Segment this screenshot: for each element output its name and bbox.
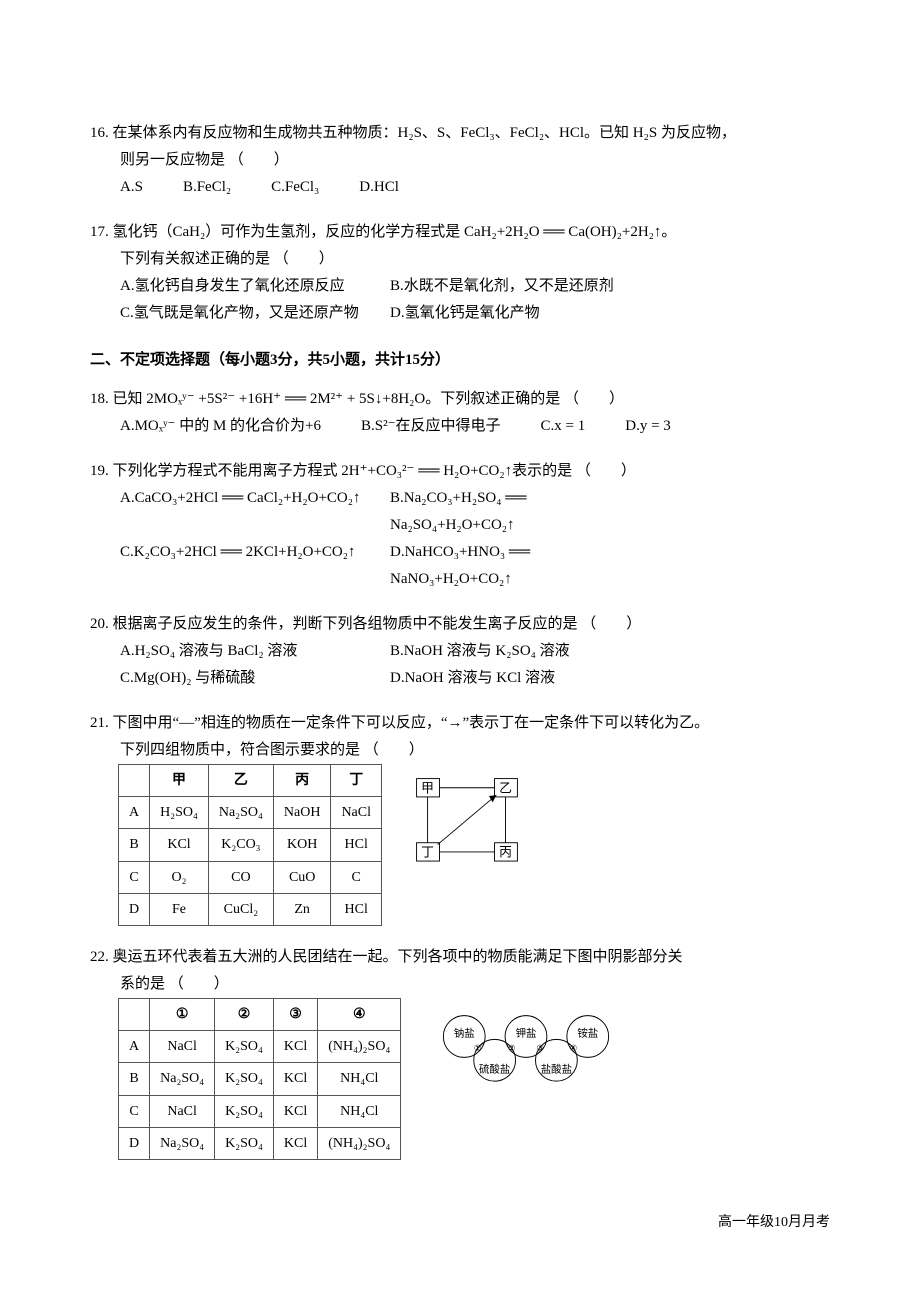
q21-diagram: 甲 乙 丁 丙 [412, 774, 522, 866]
option-d: D.y = 3 [625, 413, 671, 440]
question-19: 19. 下列化学方程式不能用离子方程式 2H⁺+CO₃²⁻ ══ H₂O+CO₂… [90, 458, 830, 593]
q16-stem-line1: 16. 在某体系内有反应物和生成物共五种物质：H₂S、S、FeCl₃、FeCl₂… [90, 120, 830, 147]
th-ding: 丁 [331, 765, 382, 797]
q22-diagram: 钠盐 钾盐 铵盐 硫酸盐 盐酸盐 ① ② ③ ④ [431, 1008, 621, 1094]
q-text: 已知 2MOₓʸ⁻ +5S²⁻ +16H⁺ ══ 2M²⁺ + 5S↓+8H₂O… [113, 391, 624, 407]
option-c: C.Mg(OH)₂ 与稀硫酸 [120, 665, 380, 692]
option-c: C.氢气既是氧化产物，又是还原产物 [120, 300, 380, 327]
option-a: A.CaCO₃+2HCl ══ CaCl₂+H₂O+CO₂↑ [120, 485, 380, 539]
q22-stem-line2: 系的是 （ ） [90, 971, 830, 998]
option-a: A.氢化钙自身发生了氧化还原反应 [120, 273, 380, 300]
page-footer: 高一年级10月月考 [90, 1210, 830, 1235]
option-a: A.MOₓʸ⁻ 中的 M 的化合价为+6 [120, 413, 321, 440]
section-2-heading: 二、不定项选择题（每小题3分，共5小题，共计15分） [90, 347, 830, 374]
option-b: B.NaOH 溶液与 K₂SO₄ 溶液 [390, 638, 650, 665]
table-row: C NaCl K₂SO₄ KCl NH₄Cl [119, 1095, 401, 1127]
option-d: D.HCl [359, 174, 399, 201]
q17-options: A.氢化钙自身发生了氧化还原反应 B.水既不是氧化剂，又不是还原剂 C.氢气既是… [90, 273, 830, 327]
q20-stem: 20. 根据离子反应发生的条件，判断下列各组物质中不能发生离子反应的是 （ ） [90, 611, 830, 638]
ring-na: 钠盐 [454, 1026, 475, 1039]
q-text: 下列化学方程式不能用离子方程式 2H⁺+CO₃²⁻ ══ H₂O+CO₂↑表示的… [113, 463, 636, 479]
label-1: ① [474, 1043, 482, 1053]
q-text: 根据离子反应发生的条件，判断下列各组物质中不能发生离子反应的是 （ ） [113, 616, 642, 632]
q18-stem: 18. 已知 2MOₓʸ⁻ +5S²⁻ +16H⁺ ══ 2M²⁺ + 5S↓+… [90, 386, 830, 413]
th-yi: 乙 [208, 765, 273, 797]
ring-so4: 硫酸盐 [479, 1063, 510, 1076]
q-text: 氢化钙（CaH₂）可作为生氢剂，反应的化学方程式是 CaH₂+2H₂O ══ C… [113, 224, 677, 240]
table-row: C O₂ CO CuO C [119, 861, 382, 893]
question-18: 18. 已知 2MOₓʸ⁻ +5S²⁻ +16H⁺ ══ 2M²⁺ + 5S↓+… [90, 386, 830, 440]
q21-stem-line2: 下列四组物质中，符合图示要求的是 （ ） [90, 737, 830, 764]
q16-stem-line2: 则另一反应物是 （ ） [90, 147, 830, 174]
table-row: D Na₂SO₄ K₂SO₄ KCl (NH₄)₂SO₄ [119, 1127, 401, 1159]
table-row: B Na₂SO₄ K₂SO₄ KCl NH₄Cl [119, 1063, 401, 1095]
q17-stem-line1: 17. 氢化钙（CaH₂）可作为生氢剂，反应的化学方程式是 CaH₂+2H₂O … [90, 219, 830, 246]
table-row: B KCl K₂CO₃ KOH HCl [119, 829, 382, 861]
q20-options: A.H₂SO₄ 溶液与 BaCl₂ 溶液 B.NaOH 溶液与 K₂SO₄ 溶液… [90, 638, 830, 692]
option-b: B.S²⁻在反应中得电子 [361, 413, 501, 440]
label-2: ② [508, 1043, 516, 1053]
q-text: 在某体系内有反应物和生成物共五种物质：H₂S、S、FeCl₃、FeCl₂、HCl… [113, 125, 736, 141]
question-21: 21. 下图中用“—”相连的物质在一定条件下可以反应，“→”表示丁在一定条件下可… [90, 710, 830, 926]
q-number: 22. [90, 949, 109, 965]
node-bing: 丙 [499, 845, 512, 859]
option-c: C.x = 1 [541, 413, 586, 440]
q17-stem-line2: 下列有关叙述正确的是 （ ） [90, 246, 830, 273]
option-b: B.Na₂CO₃+H₂SO₄ ══ Na₂SO₄+H₂O+CO₂↑ [390, 485, 650, 539]
q16-options: A.S B.FeCl₂ C.FeCl₃ D.HCl [90, 174, 830, 201]
node-yi: 乙 [499, 781, 512, 795]
table-row: D Fe CuCl₂ Zn HCl [119, 893, 382, 925]
q21-table: 甲 乙 丙 丁 A H₂SO₄ Na₂SO₄ NaOH NaCl B KCl K… [118, 764, 382, 926]
option-a: A.H₂SO₄ 溶液与 BaCl₂ 溶液 [120, 638, 380, 665]
question-17: 17. 氢化钙（CaH₂）可作为生氢剂，反应的化学方程式是 CaH₂+2H₂O … [90, 219, 830, 327]
option-a: A.S [120, 174, 143, 201]
q22-stem-line1: 22. 奥运五环代表着五大洲的人民团结在一起。下列各项中的物质能满足下图中阴影部… [90, 944, 830, 971]
th-blank [119, 765, 150, 797]
option-d: D.NaHCO₃+HNO₃ ══ NaNO₃+H₂O+CO₂↑ [390, 539, 650, 593]
q-number: 19. [90, 463, 109, 479]
node-jia: 甲 [421, 781, 434, 795]
table-row: A NaCl K₂SO₄ KCl (NH₄)₂SO₄ [119, 1031, 401, 1063]
q19-stem: 19. 下列化学方程式不能用离子方程式 2H⁺+CO₃²⁻ ══ H₂O+CO₂… [90, 458, 830, 485]
question-22: 22. 奥运五环代表着五大洲的人民团结在一起。下列各项中的物质能满足下图中阴影部… [90, 944, 830, 1160]
th-jia: 甲 [150, 765, 209, 797]
ring-k: 钾盐 [516, 1026, 537, 1039]
ring-cl: 盐酸盐 [541, 1063, 572, 1076]
q-number: 18. [90, 391, 109, 407]
node-ding: 丁 [421, 845, 434, 859]
q19-options: A.CaCO₃+2HCl ══ CaCl₂+H₂O+CO₂↑ B.Na₂CO₃+… [90, 485, 830, 593]
q-number: 17. [90, 224, 109, 240]
q-number: 20. [90, 616, 109, 632]
q22-table: ① ② ③ ④ A NaCl K₂SO₄ KCl (NH₄)₂SO₄ B Na₂… [118, 998, 401, 1160]
option-b: B.水既不是氧化剂，又不是还原剂 [390, 273, 650, 300]
label-3: ③ [537, 1043, 545, 1053]
q-text: 下图中用“—”相连的物质在一定条件下可以反应，“→”表示丁在一定条件下可以转化为… [113, 715, 710, 731]
q-number: 16. [90, 125, 109, 141]
option-d: D.NaOH 溶液与 KCl 溶液 [390, 665, 650, 692]
ring-nh4: 铵盐 [578, 1026, 599, 1039]
q21-stem-line1: 21. 下图中用“—”相连的物质在一定条件下可以反应，“→”表示丁在一定条件下可… [90, 710, 830, 737]
option-c: C.K₂CO₃+2HCl ══ 2KCl+H₂O+CO₂↑ [120, 539, 380, 593]
question-20: 20. 根据离子反应发生的条件，判断下列各组物质中不能发生离子反应的是 （ ） … [90, 611, 830, 692]
table-row: A H₂SO₄ Na₂SO₄ NaOH NaCl [119, 797, 382, 829]
option-c: C.FeCl₃ [271, 174, 319, 201]
q18-options: A.MOₓʸ⁻ 中的 M 的化合价为+6 B.S²⁻在反应中得电子 C.x = … [90, 413, 830, 440]
option-d: D.氢氧化钙是氧化产物 [390, 300, 650, 327]
q-number: 21. [90, 715, 109, 731]
th-bing: 丙 [273, 765, 331, 797]
question-16: 16. 在某体系内有反应物和生成物共五种物质：H₂S、S、FeCl₃、FeCl₂… [90, 120, 830, 201]
label-4: ④ [570, 1043, 578, 1053]
q-text: 奥运五环代表着五大洲的人民团结在一起。下列各项中的物质能满足下图中阴影部分关 [113, 949, 683, 965]
option-b: B.FeCl₂ [183, 174, 231, 201]
